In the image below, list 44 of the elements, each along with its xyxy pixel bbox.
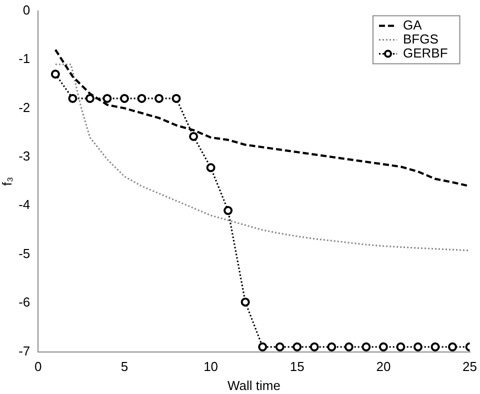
legend-label: GERBF <box>402 45 448 60</box>
line-series <box>54 64 470 252</box>
legend-label: GA <box>402 17 422 32</box>
point <box>189 132 198 141</box>
point <box>275 342 284 352</box>
point <box>50 70 60 79</box>
point <box>206 163 216 172</box>
y-tick-label: -5 <box>18 246 30 261</box>
point <box>154 94 164 103</box>
y-tick-label: -3 <box>18 148 30 164</box>
point <box>396 342 406 352</box>
point <box>258 342 268 352</box>
y-axis-title: f₃ <box>0 176 14 186</box>
point <box>120 94 129 103</box>
point <box>240 298 250 307</box>
point <box>224 206 233 216</box>
point <box>292 342 302 352</box>
x-tick-label: 10 <box>204 359 218 374</box>
point <box>413 342 422 352</box>
x-tick-label: 5 <box>120 359 128 374</box>
point <box>344 342 354 352</box>
point <box>68 94 78 103</box>
legend-label: BFGS <box>402 31 439 46</box>
y-tick-label: -4 <box>18 197 30 212</box>
point <box>430 342 440 352</box>
y-tick-label: -1 <box>18 51 30 66</box>
y-tick-label: 0 <box>22 2 30 18</box>
point <box>310 342 319 352</box>
x-tick-label: 25 <box>462 359 478 374</box>
point <box>327 342 336 352</box>
x-axis-title: Wall time <box>227 378 280 393</box>
x-tick-label: 15 <box>290 359 304 374</box>
point <box>362 342 371 352</box>
y-tick-label: -6 <box>18 294 30 310</box>
x-tick-label: 0 <box>34 359 42 374</box>
point <box>378 342 388 352</box>
point <box>102 94 112 103</box>
x-tick-label: 20 <box>376 359 391 374</box>
point <box>172 94 181 103</box>
point <box>85 94 94 103</box>
point <box>137 94 146 103</box>
y-tick-label: -2 <box>18 100 30 115</box>
y-tick-label: -7 <box>18 343 30 358</box>
point <box>448 342 458 352</box>
